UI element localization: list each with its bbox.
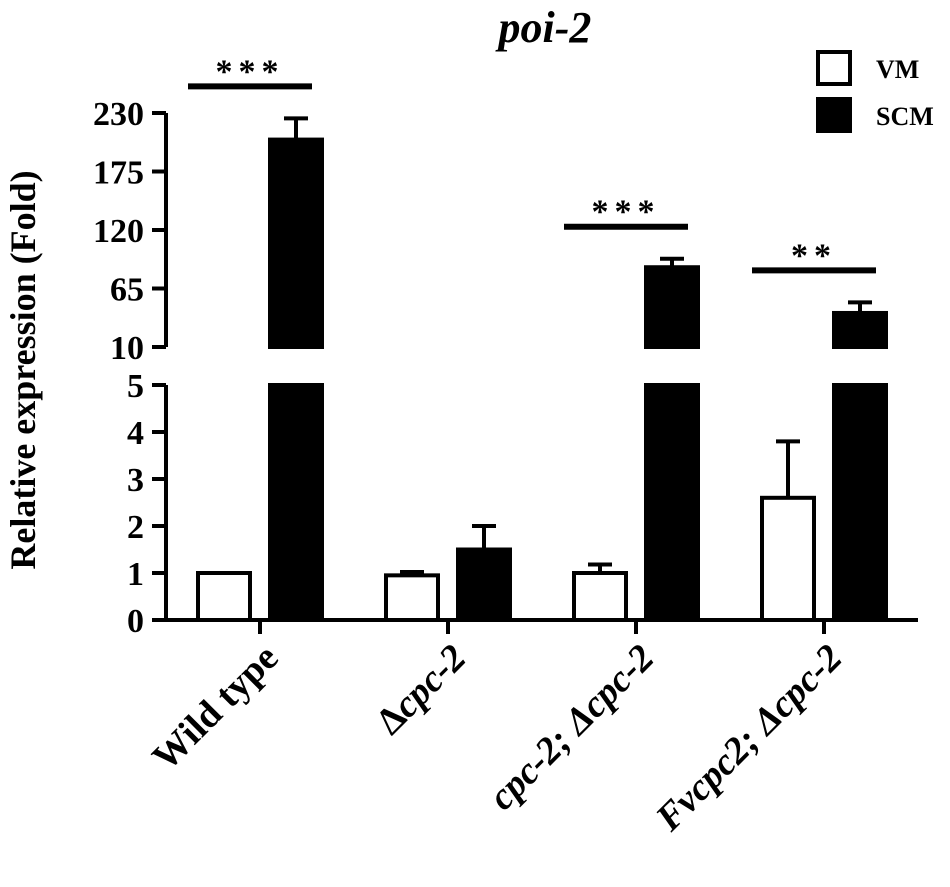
bar-vm xyxy=(196,571,252,622)
bar-scm-upper xyxy=(268,137,324,349)
bar-scm-lower xyxy=(268,383,324,622)
bar-scm-upper xyxy=(832,310,888,349)
significance-label: *** xyxy=(592,194,661,231)
category-label: cpc-2; Δcpc-2 xyxy=(481,637,663,819)
category-italic: Fvcpc2; Δcpc-2 xyxy=(647,637,850,840)
category-label: Δcpc-2 xyxy=(368,637,474,743)
y-tick-label: 0 xyxy=(127,603,144,640)
y-tick-label: 65 xyxy=(110,272,144,309)
y-tick-label: 230 xyxy=(93,96,144,133)
bar-vm xyxy=(572,571,628,622)
y-tick-label: 175 xyxy=(93,155,144,192)
chart-title: poi-2 xyxy=(495,3,592,52)
y-tick-label: 3 xyxy=(127,462,144,499)
category-text: Wild type xyxy=(144,637,286,779)
legend-label-vm: VM xyxy=(876,55,919,84)
y-tick-label: 5 xyxy=(127,368,144,405)
bar-scm-upper xyxy=(644,265,700,349)
y-tick-label: 4 xyxy=(127,415,144,452)
y-tick-label: 120 xyxy=(93,213,144,250)
category-label: Wild type xyxy=(144,637,286,779)
y-axis-label: Relative expression (Fold) xyxy=(3,170,43,569)
bars xyxy=(196,116,888,622)
bar-vm xyxy=(384,573,440,622)
bar-scm xyxy=(456,547,512,622)
bar-scm-lower xyxy=(832,383,888,622)
significance-label: *** xyxy=(216,53,285,90)
y-axis: 0 1 2 3 4 510 65 120 175 230 xyxy=(93,96,168,640)
significance-label: ** xyxy=(791,237,837,274)
y-tick-label: 10 xyxy=(110,330,144,367)
legend-swatch-vm xyxy=(816,50,852,86)
y-tick-label: 2 xyxy=(127,509,144,546)
legend: VM SCM xyxy=(816,50,934,133)
legend-label-scm: SCM xyxy=(876,102,934,131)
significance-markers: ******** xyxy=(188,53,876,274)
bar-scm-lower xyxy=(644,383,700,622)
bar-vm xyxy=(760,495,816,622)
y-tick-label: 1 xyxy=(127,556,144,593)
x-axis xyxy=(164,618,918,634)
category-label: Fvcpc2; Δcpc-2 xyxy=(647,637,850,840)
category-italic: cpc-2; Δcpc-2 xyxy=(481,637,663,819)
legend-swatch-scm xyxy=(816,97,852,133)
